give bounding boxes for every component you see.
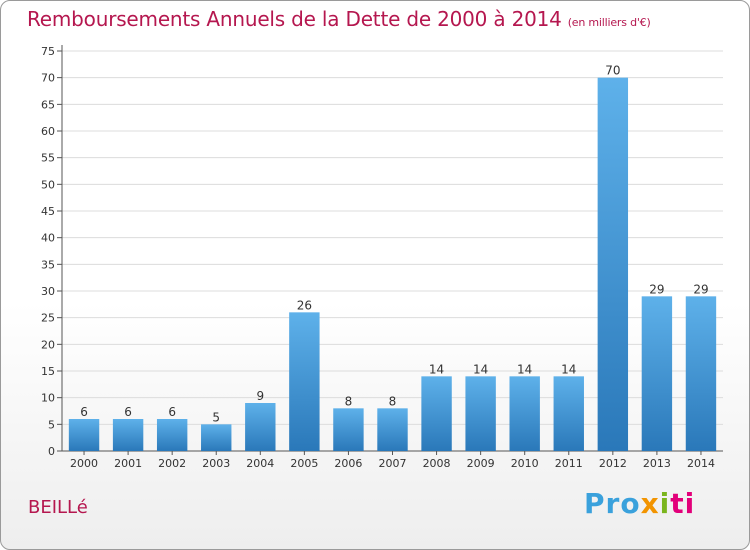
- y-tick-label: 45: [41, 205, 55, 218]
- bar-2001: [112, 419, 144, 451]
- value-label-2007: 8: [389, 394, 397, 408]
- y-tick-label: 25: [41, 312, 55, 325]
- y-tick-label: 35: [41, 258, 55, 271]
- value-label-2005: 26: [297, 298, 312, 312]
- proxiti-logo: Proxiti: [584, 487, 695, 520]
- bar-2003: [201, 424, 232, 451]
- value-label-2009: 14: [473, 362, 488, 376]
- value-label-2002: 6: [168, 405, 176, 419]
- y-tick-label: 70: [41, 72, 55, 85]
- value-label-2003: 5: [212, 410, 220, 424]
- bar-chart: 0510152025303540455055606570756200062001…: [41, 45, 723, 470]
- chart-title: Remboursements Annuels de la Dette de 20…: [27, 7, 651, 31]
- bar-2005: [289, 312, 320, 451]
- bar-2007: [377, 408, 408, 451]
- value-label-2001: 6: [124, 405, 132, 419]
- bar-2013: [641, 296, 673, 451]
- value-label-2013: 29: [649, 282, 664, 296]
- bar-2004: [245, 403, 276, 451]
- bar-2008: [421, 376, 452, 451]
- x-tick-label-2008: 2008: [423, 457, 451, 470]
- x-tick-label-2007: 2007: [379, 457, 407, 470]
- x-tick-label-2006: 2006: [334, 457, 362, 470]
- value-label-2008: 14: [429, 362, 444, 376]
- y-tick-label: 75: [41, 45, 55, 58]
- value-label-2000: 6: [80, 405, 88, 419]
- value-label-2012: 70: [605, 64, 620, 78]
- bar-2000: [68, 419, 100, 451]
- bar-2009: [465, 376, 496, 451]
- y-tick-label: 60: [41, 125, 55, 138]
- y-tick-label: 50: [41, 178, 55, 191]
- y-tick-label: 55: [41, 152, 55, 165]
- x-tick-label-2005: 2005: [290, 457, 318, 470]
- bar-2010: [509, 376, 540, 451]
- y-tick-label: 0: [48, 445, 55, 458]
- x-tick-label-2012: 2012: [599, 457, 627, 470]
- x-tick-label-2013: 2013: [643, 457, 671, 470]
- x-tick-label-2001: 2001: [114, 457, 142, 470]
- y-tick-label: 20: [41, 338, 55, 351]
- y-tick-label: 30: [41, 285, 55, 298]
- value-label-2011: 14: [561, 362, 576, 376]
- value-label-2014: 29: [693, 282, 708, 296]
- bar-2006: [333, 408, 364, 451]
- logo-part-1: Pro: [584, 487, 641, 520]
- logo-part-4: ti: [670, 487, 696, 520]
- chart-subtitle: (en milliers d'€): [567, 16, 651, 29]
- x-tick-label-2009: 2009: [467, 457, 495, 470]
- value-label-2006: 8: [345, 394, 353, 408]
- x-tick-label-2003: 2003: [202, 457, 230, 470]
- commune-name: BEILLé: [28, 497, 88, 518]
- x-tick-label-2004: 2004: [246, 457, 274, 470]
- value-label-2004: 9: [256, 389, 264, 403]
- y-tick-label: 65: [41, 98, 55, 111]
- x-tick-label-2000: 2000: [70, 457, 98, 470]
- bar-2002: [156, 419, 188, 451]
- y-tick-label: 40: [41, 232, 55, 245]
- value-label-2010: 14: [517, 362, 532, 376]
- y-tick-label: 5: [48, 418, 55, 431]
- x-tick-label-2014: 2014: [687, 457, 715, 470]
- bar-2011: [553, 376, 584, 451]
- logo-part-2: x: [640, 487, 660, 520]
- y-tick-label: 15: [41, 365, 55, 378]
- y-tick-label: 10: [41, 392, 55, 405]
- bar-2014: [685, 296, 717, 451]
- x-tick-label-2011: 2011: [555, 457, 583, 470]
- bar-2012: [597, 77, 629, 452]
- x-tick-label-2010: 2010: [511, 457, 539, 470]
- x-tick-label-2002: 2002: [158, 457, 186, 470]
- logo-part-3: i: [659, 487, 671, 520]
- chart-title-text: Remboursements Annuels de la Dette de 20…: [27, 7, 562, 31]
